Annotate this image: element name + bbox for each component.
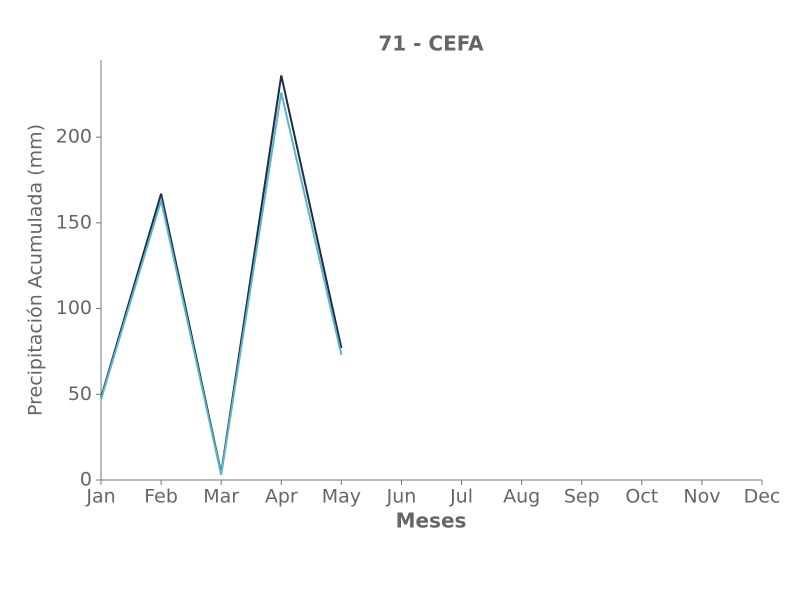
x-tick-label: Feb: [144, 486, 178, 508]
x-tick-label: Dec: [744, 486, 781, 508]
x-tick-label: May: [322, 486, 361, 508]
x-tick-label: Mar: [203, 486, 239, 508]
y-tick-label: 50: [68, 383, 92, 405]
y-tick-label: 150: [56, 211, 92, 233]
y-tick-label: 200: [56, 126, 92, 148]
y-tick-label: 100: [56, 297, 92, 319]
chart-title: 71 - CEFA: [378, 32, 484, 56]
x-tick-label: Jun: [386, 486, 417, 508]
x-tick-label: Aug: [503, 486, 540, 508]
x-tick-label: Nov: [683, 486, 720, 508]
x-tick-label: Sep: [564, 486, 600, 508]
x-tick-label: Jul: [449, 486, 473, 508]
x-tick-label: Jan: [85, 486, 115, 508]
y-axis-label: Precipitación Acumulada (mm): [25, 124, 47, 416]
series-line: [100, 92, 343, 476]
y-tick-label: 0: [80, 469, 92, 491]
x-tick-label: Apr: [265, 486, 298, 508]
x-tick-label: Oct: [625, 486, 658, 508]
x-axis-label: Meses: [396, 509, 467, 533]
series-line: [100, 75, 343, 474]
